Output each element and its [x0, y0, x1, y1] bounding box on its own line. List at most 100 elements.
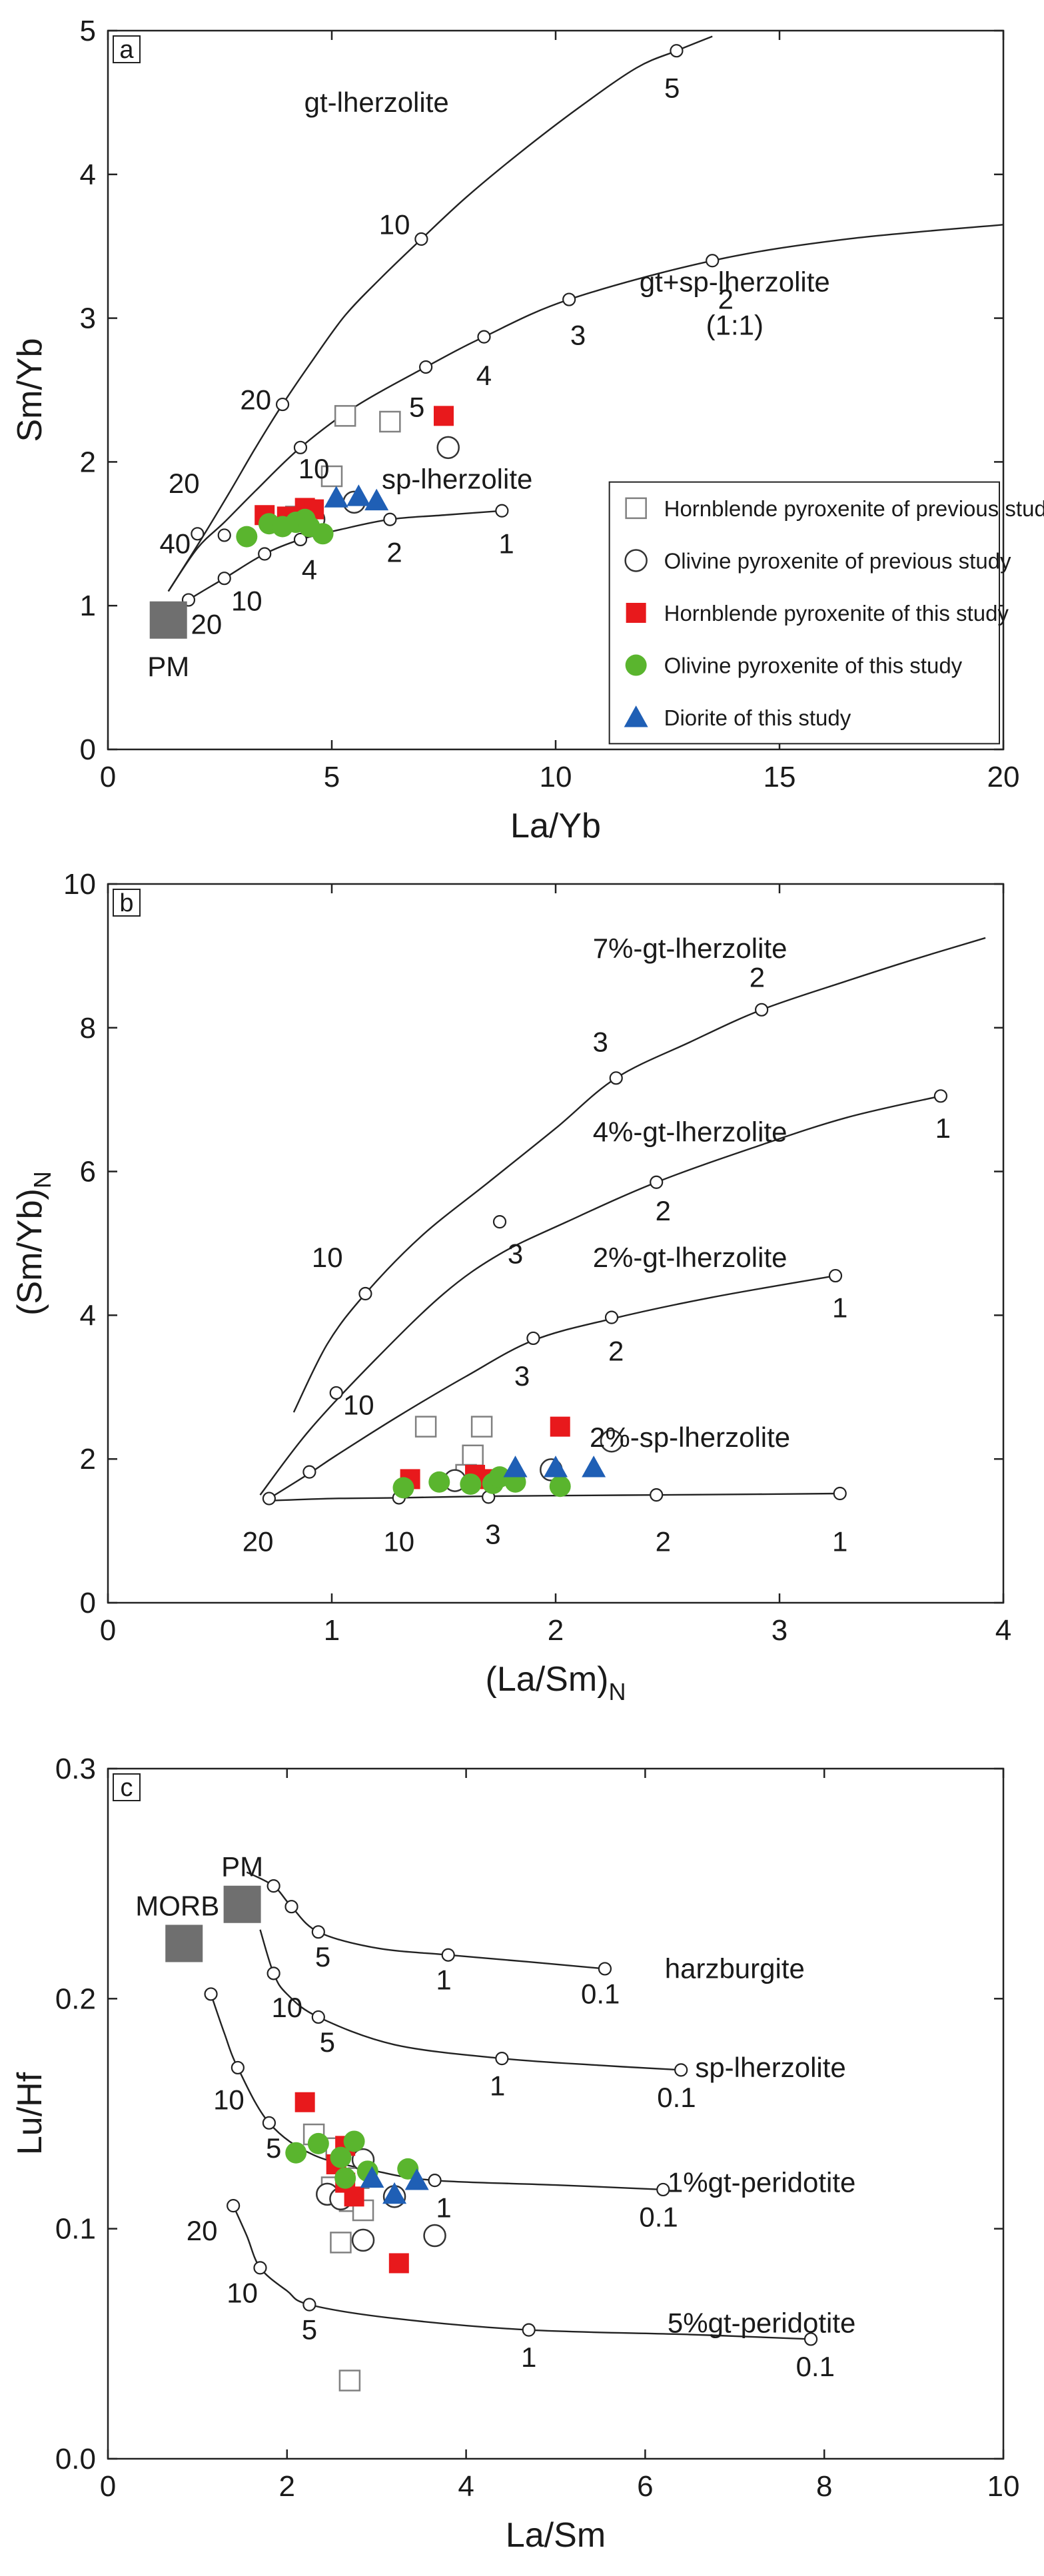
panel-letter-box: a	[113, 35, 141, 64]
melt-degree-label: 5	[664, 72, 680, 103]
melt-degree-label: 10	[312, 1242, 343, 1273]
y-tick-label: 10	[63, 868, 96, 901]
legend-marker-open-circle	[624, 549, 648, 572]
plot-area	[149, 35, 1003, 639]
model-point	[262, 1492, 276, 1505]
reference-MORB	[165, 1925, 203, 1962]
melt-degree-label: 10	[271, 1992, 302, 2023]
plot-frame	[107, 1767, 1005, 2460]
data-point-filled-circle	[343, 2130, 365, 2152]
data-point-filled-square	[388, 2253, 409, 2274]
data-point-filled-triangle	[360, 2166, 384, 2188]
model-point	[828, 1268, 843, 1283]
y-tick-label: 0.3	[55, 1753, 96, 1785]
model-point	[650, 1488, 664, 1502]
curve-label: gt-lherzolite	[304, 87, 449, 118]
panel-letter-box: c	[113, 1773, 141, 1802]
melt-degree-label: 4	[302, 554, 317, 585]
panel-letter-frame	[113, 889, 141, 917]
model-point	[217, 528, 231, 542]
melt-degree-label: 1	[436, 2192, 451, 2224]
melt-degree-label: 3	[514, 1360, 530, 1392]
panel-letter-frame	[113, 1773, 141, 1801]
melt-degree-label: 20	[191, 608, 222, 640]
model-point	[526, 1331, 540, 1346]
model-point	[833, 1486, 847, 1501]
data-point-filled-square	[434, 406, 454, 426]
melt-degree-label: 20	[187, 2215, 218, 2246]
melt-degree-label: 0.1	[639, 2201, 678, 2232]
melt-degree-label: 5	[315, 1941, 330, 1972]
model-curve-sp-lherzolite	[259, 1929, 682, 2071]
melt-degree-label: 5	[302, 2314, 317, 2346]
data-point-open-circle	[436, 436, 460, 460]
data-point-open-square	[379, 410, 401, 433]
melt-degree-label: 1	[521, 2342, 536, 2373]
data-point-open-square	[334, 405, 356, 427]
model-point	[441, 1948, 455, 1962]
y-axis-title: (Sm/Yb)N	[11, 1171, 56, 1316]
curve-label: sp-lherzolite	[382, 463, 532, 494]
x-tick-label: 4	[458, 2470, 474, 2503]
melt-degree-label: 3	[570, 319, 586, 350]
x-axis-title: La/Yb	[510, 807, 601, 845]
data-point-filled-circle	[460, 1473, 482, 1495]
model-curve-2%-sp-lherzolite	[268, 1492, 840, 1502]
melt-degree-label: 20	[243, 1525, 274, 1557]
model-point	[302, 2298, 316, 2312]
x-tick-label: 0	[100, 2470, 116, 2503]
model-curve-gt+sp-lherzolite	[167, 224, 1003, 592]
data-point-filled-circle	[236, 526, 258, 548]
model-curve-sp-lherzolite	[167, 510, 502, 617]
data-point-open-square	[470, 1416, 493, 1438]
model-point	[302, 1465, 316, 1479]
model-point	[311, 1925, 325, 1939]
legend-frame	[608, 481, 1000, 745]
model-point	[495, 2052, 509, 2066]
x-tick-label: 8	[816, 2470, 832, 2503]
data-point-filled-circle	[489, 1466, 510, 1488]
model-point	[311, 2010, 325, 2024]
legend-marker-open-square	[625, 497, 647, 520]
data-point-filled-triangle	[582, 1456, 606, 1478]
curve-label: 2%-gt-lherzolite	[593, 1242, 787, 1273]
melt-degree-label: 10	[231, 586, 262, 617]
reference-PM	[149, 601, 187, 639]
legend-entry: Olivine pyroxenite of previous study	[664, 548, 1011, 573]
y-tick-label: 3	[80, 302, 96, 335]
melt-degree-label: 10	[227, 2277, 258, 2308]
y-axis-title-main: (Sm/Yb)	[11, 1188, 49, 1316]
x-tick-label: 4	[995, 1614, 1011, 1647]
x-tick-label: 6	[637, 2470, 653, 2503]
data-point-filled-square	[344, 2186, 364, 2207]
reference-PM	[223, 1885, 261, 1923]
melt-degree-label: 2	[386, 536, 402, 568]
melt-degree-label: 1	[832, 1525, 847, 1557]
melt-degree-label: 4	[476, 360, 492, 391]
x-tick-label: 3	[772, 1614, 787, 1647]
model-point	[755, 1003, 769, 1017]
data-point-filled-circle	[330, 2146, 352, 2168]
data-point-filled-triangle	[324, 486, 348, 508]
y-axis-title-main: Sm/Yb	[11, 338, 49, 442]
melt-degree-label: 1	[490, 2070, 505, 2102]
reference-label: MORB	[135, 1890, 219, 1921]
model-point	[358, 1286, 372, 1301]
model-point	[562, 292, 576, 306]
model-point	[495, 504, 509, 518]
data-point-filled-circle	[549, 1476, 571, 1498]
model-point	[266, 1966, 280, 1980]
model-point	[933, 1089, 948, 1103]
x-axis-title: (La/Sm)N	[486, 1660, 626, 1705]
data-point-filled-circle	[397, 2158, 419, 2180]
model-point	[383, 512, 397, 526]
data-point-open-circle	[351, 2228, 375, 2252]
panel-letter-box: b	[113, 889, 141, 917]
data-point-filled-circle	[334, 2167, 356, 2189]
x-tick-label: 10	[540, 761, 572, 793]
x-tick-label: 2	[279, 2470, 295, 2503]
data-point-filled-triangle	[364, 488, 389, 511]
model-point	[477, 330, 491, 344]
plot-area	[259, 937, 986, 1505]
